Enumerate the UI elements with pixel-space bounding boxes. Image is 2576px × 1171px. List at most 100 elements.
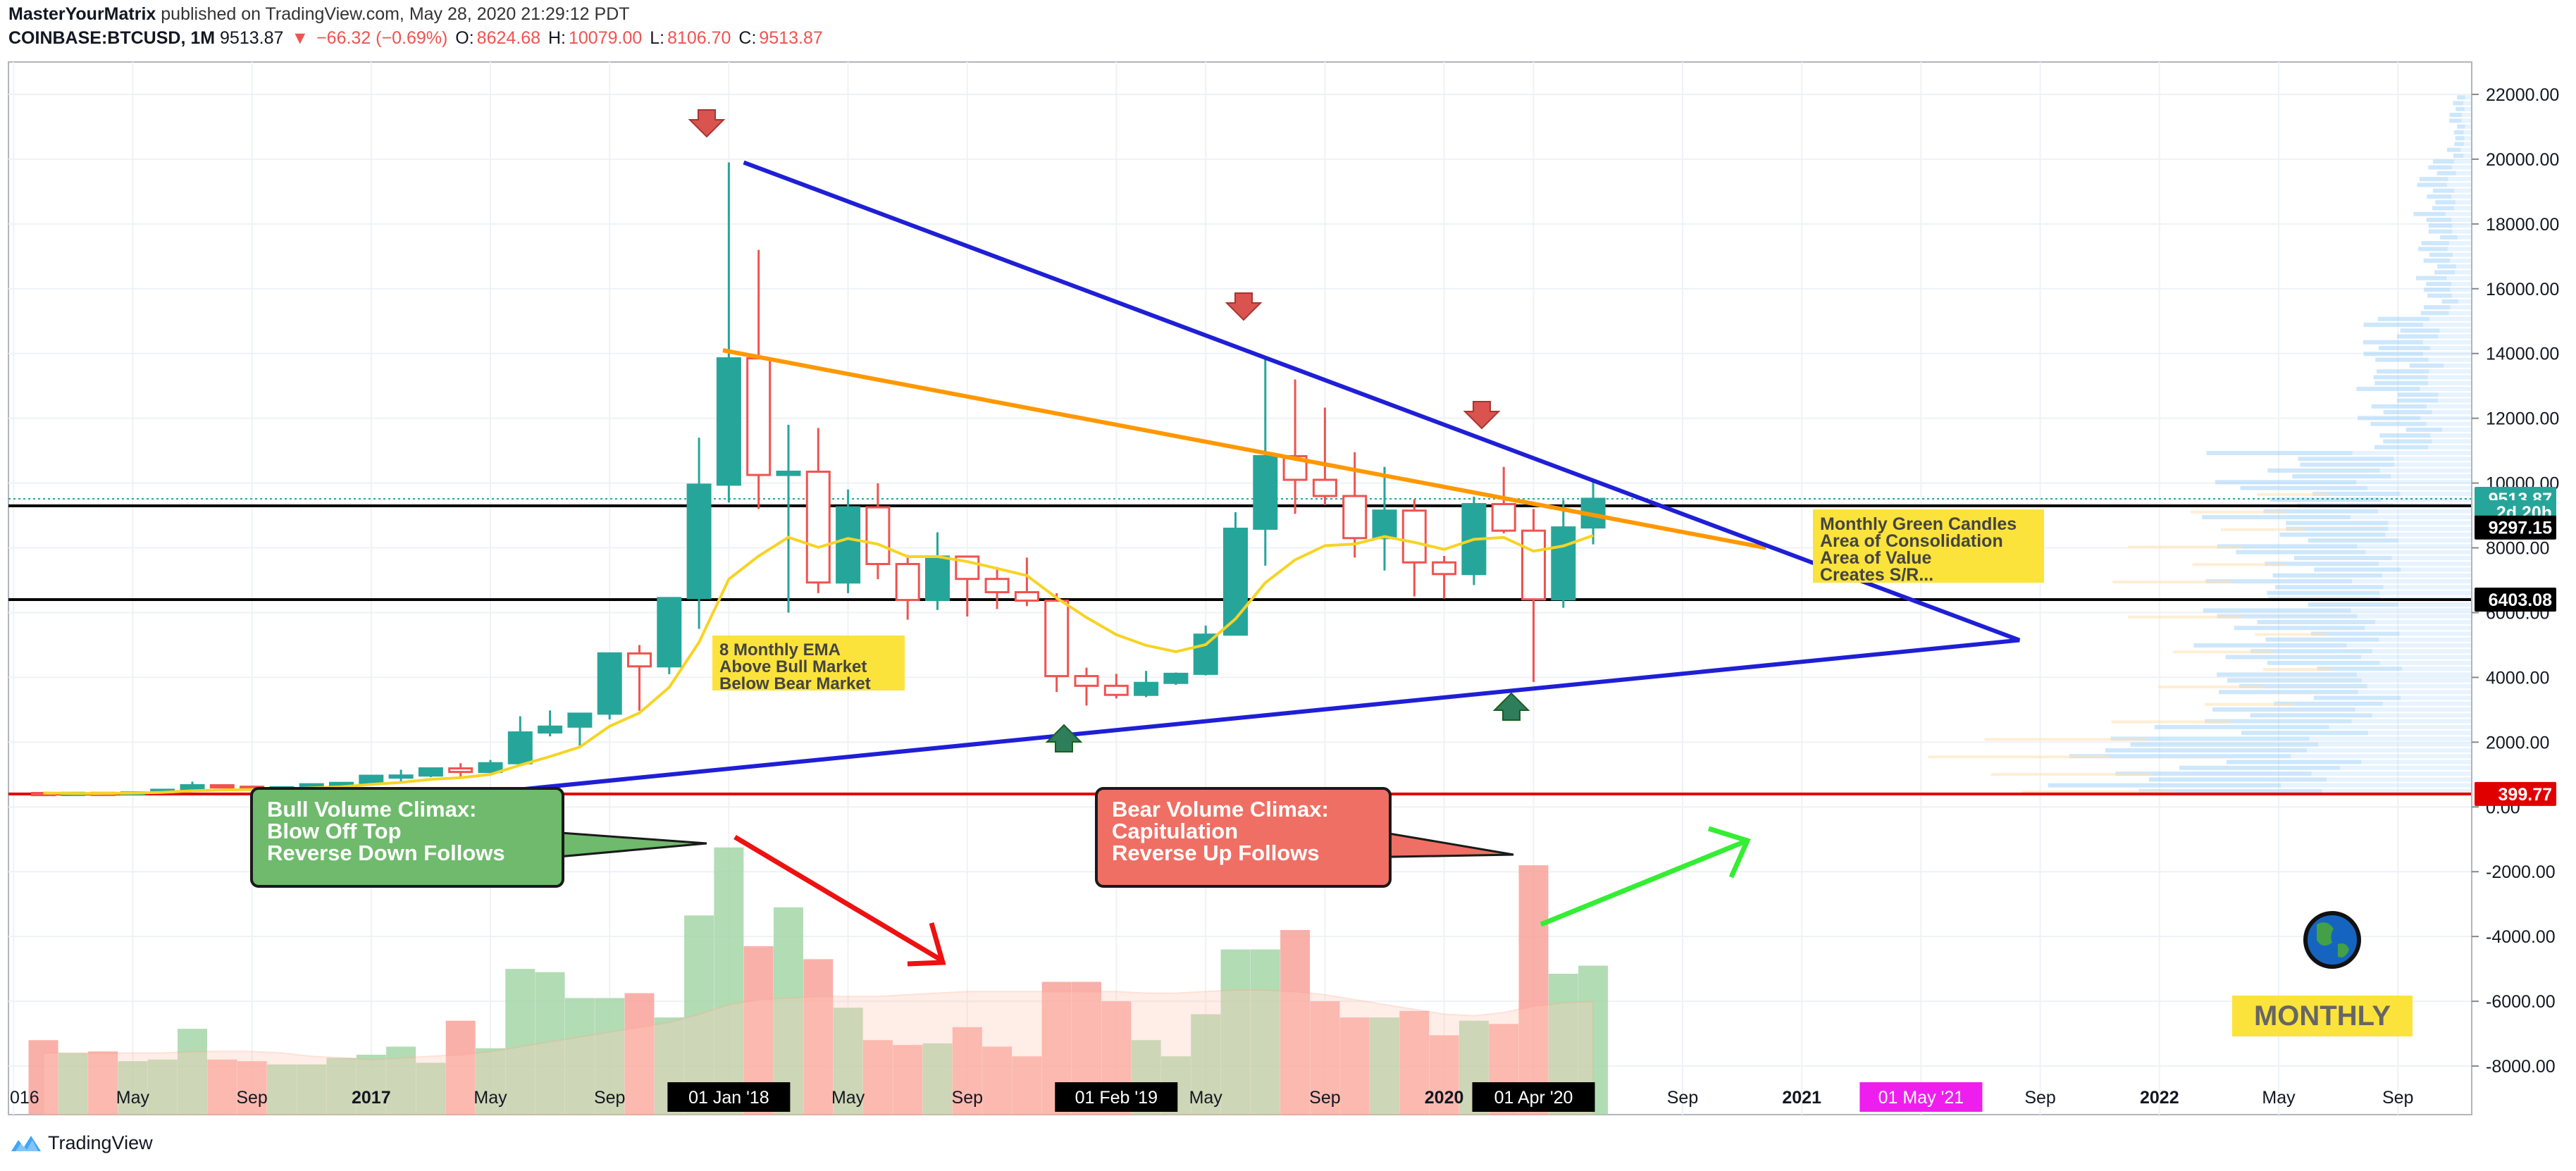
author-name[interactable]: MasterYourMatrix (8, 4, 156, 24)
volume-profile-bar (2420, 311, 2449, 316)
volume-profile-bar (2157, 685, 2263, 688)
price-tick-label: 16000.00 (2486, 280, 2559, 299)
price-tick-label: -2000.00 (2486, 862, 2556, 882)
green-arrow-head (1707, 826, 1751, 879)
volume-profile-bar (2457, 235, 2472, 240)
candle (388, 769, 414, 783)
bear-volume-callout-line: Bear Volume Climax: (1112, 797, 1329, 822)
volume-profile-bar (2381, 497, 2472, 502)
volume-profile-bar (2318, 742, 2472, 747)
candle (597, 652, 622, 720)
volume-bar-down (952, 1027, 982, 1115)
volume-profile-bar (2453, 101, 2463, 106)
volume-profile-bar (2219, 690, 2358, 695)
candle-body-down (1312, 478, 1337, 497)
price-tick-label: 22000.00 (2486, 85, 2559, 105)
volume-profile-bar (2453, 130, 2464, 135)
volume-profile-bar (2427, 375, 2472, 380)
volume-profile-bar (2372, 649, 2472, 654)
volume-profile-bar (2365, 626, 2472, 631)
volume-bar-up (1220, 949, 1251, 1115)
volume-profile-bar (2022, 790, 2172, 793)
volume-profile-bar (2281, 783, 2472, 788)
price-axis: 22000.00 20000.00 18000.00 16000.00 14000.00… (2471, 62, 2559, 1115)
time-label: 01 Feb '19 (1075, 1088, 1158, 1108)
time-label: 01 May '21 (1878, 1088, 1964, 1108)
volume-profile-bar (2193, 643, 2347, 648)
volume-profile-bar (2048, 783, 2281, 788)
volume-profile-bar (2409, 363, 2444, 368)
price-label: 6403.08 (2475, 587, 2556, 612)
volume-profile-bar (2429, 369, 2472, 374)
volume-profile-bar (2356, 386, 2420, 391)
volume-profile-bar (2417, 182, 2448, 187)
volume-profile-bar (2112, 581, 2233, 584)
candle-body-up (597, 652, 622, 715)
volume-profile-bar (2227, 678, 2362, 683)
volume-profile-bar (2191, 510, 2285, 514)
volume-profile-bar (2298, 457, 2394, 461)
volume-profile-bar (2430, 433, 2472, 438)
low-value: 8106.70 (667, 28, 731, 48)
volume-bar-down (982, 1046, 1013, 1115)
volume-profile-bar (2461, 113, 2472, 118)
candle-body-down (627, 652, 652, 668)
volume-profile-bar (2352, 450, 2472, 455)
volume-bar-up (297, 1064, 327, 1115)
volume-profile-bar (2463, 101, 2472, 106)
time-label: Sep (952, 1088, 983, 1108)
volume-profile-bar (2442, 427, 2472, 432)
volume-profile-bar (2378, 562, 2472, 566)
candle-body-down (1044, 599, 1070, 678)
candle-body-down (865, 506, 891, 566)
volume-profile-bar (2455, 200, 2472, 205)
volume-profile-bar (2351, 719, 2472, 724)
symbol-name[interactable]: COINBASE:BTCUSD, 1M (8, 28, 216, 48)
volume-profile-bar (2361, 678, 2472, 683)
tradingview-brand[interactable]: TradingView (48, 1132, 153, 1153)
time-label: May (2262, 1088, 2296, 1108)
volume-bar-down (1310, 1001, 1340, 1115)
price-tick-label: -8000.00 (2486, 1057, 2556, 1077)
bull-volume-callout-bg (250, 787, 564, 888)
volume-profile-bar (2454, 159, 2472, 164)
volume-profile-bar (2458, 299, 2472, 304)
volume-profile-bar (2420, 386, 2472, 391)
volume-profile-bar (2400, 491, 2472, 496)
volume-profile-bar (2363, 352, 2423, 357)
last-price: 9513.87 (220, 28, 284, 48)
volume-bar-down (445, 1020, 476, 1115)
volume-profile-bar (2206, 450, 2353, 455)
candle-body-down (1103, 684, 1129, 696)
volume-profile-bar (2451, 293, 2472, 298)
monthly-badge-bg (2232, 996, 2413, 1036)
price-tick-label: -6000.00 (2486, 992, 2556, 1012)
volume-profile-bar (2110, 736, 2310, 741)
candle (805, 428, 831, 593)
volume-profile-bar (2202, 515, 2351, 520)
volume-profile-bar (2306, 748, 2472, 752)
candle (329, 781, 354, 786)
volume-profile-bar (2227, 760, 2362, 764)
volume-profile-bar (2179, 765, 2341, 770)
volume-profile-bar (2346, 643, 2472, 648)
volume-profile-bar (2379, 637, 2472, 642)
time-label-bg (1859, 1082, 1983, 1112)
candle (716, 162, 741, 503)
time-label: Sep (594, 1088, 625, 1108)
volume-profile-bar (2300, 462, 2395, 467)
candle-body-down (1074, 675, 1099, 687)
volume-profile-bar (2367, 485, 2472, 490)
volume-profile-bar (2456, 106, 2465, 111)
volume-bar-down (1429, 1035, 1459, 1115)
volume-profile-bar (2275, 585, 2384, 590)
volume-profile-bar (2426, 218, 2452, 223)
candle-body-up (180, 783, 205, 791)
volume-bar-down (1518, 865, 1549, 1115)
price-label-bg (2475, 515, 2556, 540)
volume-profile-bar (2432, 439, 2472, 444)
volume-profile-bar (2465, 124, 2472, 129)
consolidation-note-line: Monthly Green Candles (1820, 514, 2017, 534)
